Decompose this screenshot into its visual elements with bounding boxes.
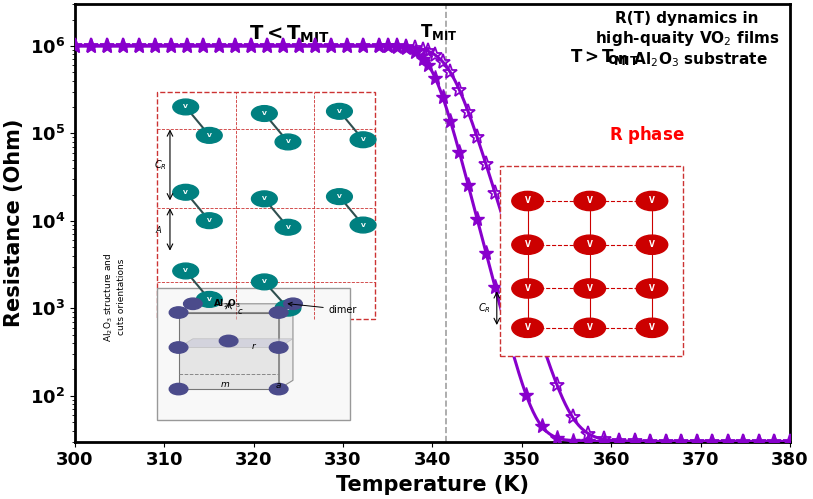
Circle shape xyxy=(637,318,667,337)
Text: V: V xyxy=(361,137,366,142)
Polygon shape xyxy=(179,312,279,389)
Circle shape xyxy=(173,263,198,279)
Text: V: V xyxy=(587,240,593,249)
Circle shape xyxy=(197,213,222,229)
Text: $\mathbf{M_1}$ phase: $\mathbf{M_1}$ phase xyxy=(215,107,302,129)
X-axis label: Temperature (K): Temperature (K) xyxy=(336,475,529,495)
Circle shape xyxy=(327,189,352,205)
Text: Al$_2$O$_3$: Al$_2$O$_3$ xyxy=(213,298,241,310)
Circle shape xyxy=(574,192,606,211)
Polygon shape xyxy=(179,339,293,347)
Text: $A$: $A$ xyxy=(155,224,163,235)
Y-axis label: Resistance (Ohm): Resistance (Ohm) xyxy=(4,119,24,327)
Polygon shape xyxy=(179,304,293,312)
Circle shape xyxy=(251,106,277,121)
Text: V: V xyxy=(649,284,655,293)
Circle shape xyxy=(512,235,543,254)
Text: V: V xyxy=(207,218,211,223)
Circle shape xyxy=(275,134,301,150)
Text: r: r xyxy=(252,342,255,351)
Circle shape xyxy=(512,318,543,337)
FancyBboxPatch shape xyxy=(500,166,683,356)
Circle shape xyxy=(284,298,302,309)
Text: $\mathbf{T_{MIT}}$: $\mathbf{T_{MIT}}$ xyxy=(420,21,458,41)
Circle shape xyxy=(637,235,667,254)
Circle shape xyxy=(269,383,288,395)
Circle shape xyxy=(512,192,543,211)
Circle shape xyxy=(169,342,188,353)
Circle shape xyxy=(169,307,188,318)
Circle shape xyxy=(251,191,277,207)
Text: $\mathbf{R\ phase}$: $\mathbf{R\ phase}$ xyxy=(609,124,685,146)
Text: $C_R$: $C_R$ xyxy=(478,301,491,315)
FancyBboxPatch shape xyxy=(157,92,376,319)
Circle shape xyxy=(184,298,202,309)
Text: a: a xyxy=(276,381,281,390)
Text: V: V xyxy=(649,240,655,249)
Circle shape xyxy=(197,291,222,307)
Text: V: V xyxy=(262,111,267,116)
Text: c: c xyxy=(238,307,242,316)
Text: Al$_2$O$_3$ structure and: Al$_2$O$_3$ structure and xyxy=(103,252,115,342)
Text: V: V xyxy=(524,284,531,293)
Text: V: V xyxy=(524,240,531,249)
Text: V: V xyxy=(337,194,342,199)
Circle shape xyxy=(350,132,376,148)
Polygon shape xyxy=(279,304,293,389)
Circle shape xyxy=(275,300,301,316)
Circle shape xyxy=(574,235,606,254)
Text: V: V xyxy=(361,223,366,228)
Text: $C_R$: $C_R$ xyxy=(154,158,167,172)
Text: V: V xyxy=(285,139,290,144)
Text: V: V xyxy=(649,323,655,332)
Circle shape xyxy=(220,335,238,347)
Text: V: V xyxy=(649,197,655,206)
Text: m: m xyxy=(220,380,229,389)
Text: $\mathbf{T<T_{MIT}}$: $\mathbf{T<T_{MIT}}$ xyxy=(249,24,330,45)
Text: V: V xyxy=(183,104,188,109)
Text: V: V xyxy=(183,268,188,273)
Text: V: V xyxy=(207,297,211,302)
Text: V: V xyxy=(587,284,593,293)
Circle shape xyxy=(512,279,543,298)
Text: V: V xyxy=(285,306,290,311)
Text: V: V xyxy=(337,109,342,114)
Text: V: V xyxy=(285,225,290,230)
Circle shape xyxy=(251,274,277,290)
Circle shape xyxy=(637,279,667,298)
Circle shape xyxy=(269,307,288,318)
Text: V: V xyxy=(262,279,267,284)
Text: cuts orientations: cuts orientations xyxy=(117,259,126,335)
Text: V: V xyxy=(183,190,188,195)
Circle shape xyxy=(173,184,198,200)
Text: R(T) dynamics in
high-quaity VO$_2$ films
on Al$_2$O$_3$ substrate: R(T) dynamics in high-quaity VO$_2$ film… xyxy=(594,10,780,69)
Circle shape xyxy=(275,220,301,235)
Circle shape xyxy=(574,318,606,337)
Text: V: V xyxy=(587,197,593,206)
Text: V: V xyxy=(262,196,267,201)
Circle shape xyxy=(269,342,288,353)
Text: V: V xyxy=(524,323,531,332)
Text: $\mathbf{T>T_{MIT}}$: $\mathbf{T>T_{MIT}}$ xyxy=(570,46,638,67)
FancyBboxPatch shape xyxy=(157,288,350,420)
Circle shape xyxy=(169,383,188,395)
Circle shape xyxy=(197,128,222,143)
Circle shape xyxy=(173,99,198,115)
Circle shape xyxy=(637,192,667,211)
Text: V: V xyxy=(524,197,531,206)
Text: dimer: dimer xyxy=(289,302,357,314)
Text: V: V xyxy=(207,133,211,138)
Circle shape xyxy=(350,217,376,233)
Circle shape xyxy=(574,279,606,298)
Text: V: V xyxy=(587,323,593,332)
Circle shape xyxy=(327,103,352,119)
